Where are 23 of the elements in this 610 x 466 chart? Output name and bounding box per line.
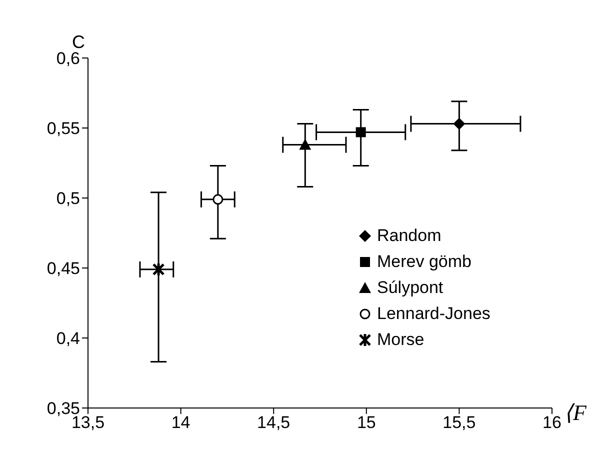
y-tick-label: 0,5 <box>56 189 80 208</box>
legend-label: Random <box>377 225 442 247</box>
x-tick-label: 14 <box>171 413 190 432</box>
legend-label: Morse <box>377 329 424 351</box>
legend-label: Lennard-Jones <box>377 303 490 325</box>
legend-label: Merev gömb <box>377 251 472 273</box>
x-tick-label: 15 <box>356 413 376 432</box>
x-tick-label: 16 <box>542 413 562 432</box>
y-tick-label: 0,4 <box>56 329 80 348</box>
y-tick-label: 0,55 <box>46 119 80 138</box>
x-tick-label: 13,5 <box>71 413 105 432</box>
x-tick-label: 15,5 <box>442 413 476 432</box>
x-tick-label: 14,5 <box>257 413 290 432</box>
point <box>453 118 466 130</box>
point <box>152 262 165 277</box>
point <box>356 127 366 138</box>
point <box>212 194 224 205</box>
x-axis-title: ⟨F <box>564 400 586 426</box>
y-tick-label: 0,45 <box>46 259 80 278</box>
y-axis-title: C <box>72 32 85 52</box>
legend-label: Súlypont <box>377 277 444 299</box>
point <box>299 138 312 150</box>
y-tick-label: 0,6 <box>56 49 80 68</box>
